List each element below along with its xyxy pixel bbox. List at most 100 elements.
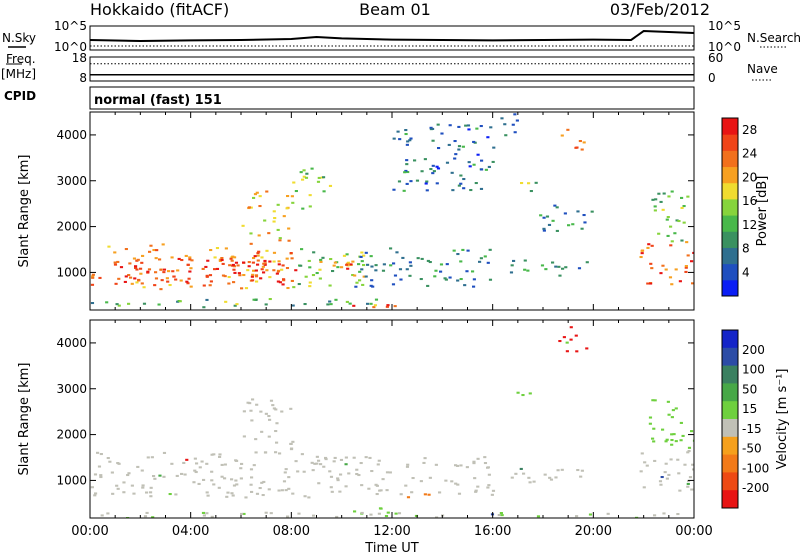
- power-cell: [308, 285, 312, 288]
- power-cell: [188, 258, 192, 261]
- power-cell: [515, 119, 519, 122]
- velocity-cell: [344, 485, 348, 488]
- velocity-cell: [330, 490, 334, 493]
- velocity-cell: [260, 481, 264, 484]
- velocity-cell: [269, 512, 273, 515]
- power-cell: [653, 209, 657, 212]
- power-cell: [307, 259, 311, 262]
- velocity-cell: [473, 477, 477, 480]
- velocity-cell: [162, 475, 166, 478]
- power-cell: [133, 277, 137, 280]
- velocity-cell: [532, 480, 536, 483]
- power-cell: [90, 283, 95, 286]
- power-colorbar-segment: [722, 198, 738, 216]
- power-cell: [389, 247, 393, 250]
- power-cell: [426, 259, 430, 262]
- velocity-cell: [384, 515, 389, 518]
- power-cell: [484, 168, 488, 171]
- velocity-cell: [679, 421, 683, 424]
- velocity-cell: [686, 485, 690, 488]
- power-cell: [261, 265, 265, 268]
- power-cell: [659, 272, 663, 275]
- power-cell: [661, 264, 665, 267]
- velocity-cell: [218, 455, 222, 458]
- y-tick-label: 3000: [56, 174, 87, 188]
- velocity-cell: [267, 488, 271, 491]
- velocity-cell: [438, 491, 442, 494]
- velocity-cell: [198, 466, 202, 469]
- velocity-cell: [230, 492, 234, 495]
- power-cell: [221, 262, 225, 265]
- power-cell: [142, 302, 147, 305]
- power-cell: [416, 257, 420, 260]
- power-cell: [435, 182, 439, 185]
- power-cell: [187, 277, 191, 280]
- power-cell: [292, 286, 296, 289]
- power-cell: [567, 224, 571, 227]
- power-cell: [393, 305, 397, 308]
- velocity-cell: [516, 391, 520, 394]
- velocity-cell: [335, 515, 339, 518]
- power-cell: [291, 201, 295, 204]
- velocity-cell: [670, 416, 674, 419]
- velocity-cell: [271, 404, 275, 407]
- power-cell: [201, 267, 205, 270]
- power-cell: [321, 256, 325, 259]
- power-cell: [420, 257, 424, 260]
- power-colorbar-tick: 8: [742, 242, 750, 256]
- power-cell: [420, 170, 424, 173]
- power-cell: [331, 270, 335, 273]
- velocity-cell: [606, 512, 610, 515]
- velocity-cell: [510, 476, 514, 479]
- power-cell: [364, 275, 368, 278]
- power-cell: [402, 189, 406, 192]
- power-cell: [651, 198, 655, 201]
- power-cell: [686, 254, 690, 257]
- velocity-cell: [667, 413, 671, 416]
- power-cell: [148, 250, 152, 253]
- velocity-cell: [692, 468, 694, 471]
- power-cell: [492, 146, 496, 149]
- power-cell: [351, 274, 355, 277]
- power-cell: [472, 285, 476, 288]
- velocity-cell: [579, 475, 583, 478]
- noise-right-tick-top: 10^5: [708, 19, 741, 33]
- power-cell: [406, 171, 410, 174]
- velocity-colorbar-tick: 15: [742, 402, 757, 416]
- power-cell: [215, 267, 220, 270]
- power-cell: [555, 206, 559, 209]
- power-cell: [310, 167, 314, 170]
- velocity-cell: [210, 453, 214, 456]
- velocity-cell: [663, 471, 667, 474]
- velocity-cell: [149, 491, 153, 494]
- velocity-cell: [117, 462, 121, 465]
- power-cell: [134, 265, 138, 268]
- velocity-cell: [411, 477, 415, 480]
- power-cell: [139, 267, 143, 270]
- power-cell: [431, 172, 435, 175]
- power-cell: [154, 277, 159, 280]
- power-cell: [141, 254, 145, 257]
- velocity-cell: [206, 494, 210, 497]
- velocity-cell: [674, 407, 678, 410]
- power-cell: [276, 203, 280, 206]
- power-cell: [299, 171, 303, 174]
- power-cell: [159, 288, 163, 291]
- power-cell: [542, 227, 546, 230]
- power-cell: [398, 268, 403, 271]
- velocity-cell: [300, 453, 304, 456]
- power-cell: [254, 269, 258, 272]
- velocity-cell: [419, 480, 423, 483]
- velocity-cell: [315, 455, 319, 458]
- velocity-cell: [150, 456, 154, 459]
- velocity-cell: [202, 514, 206, 517]
- velocity-cell: [352, 456, 356, 459]
- velocity-colorbar-segment: [722, 490, 738, 509]
- velocity-cell: [319, 463, 323, 466]
- power-cell: [278, 237, 282, 240]
- power-cell: [649, 262, 653, 265]
- power-cell: [322, 190, 326, 193]
- power-cell: [140, 261, 144, 264]
- nsky-label: N.Sky: [2, 31, 36, 45]
- power-cell: [361, 283, 365, 286]
